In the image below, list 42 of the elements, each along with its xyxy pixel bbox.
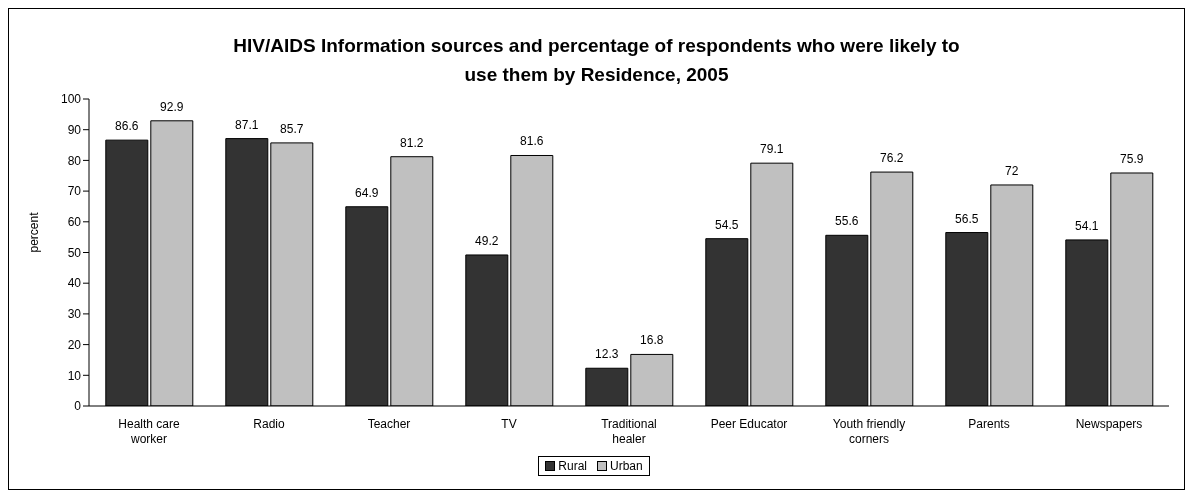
legend-label: Urban xyxy=(609,459,643,473)
y-tick-label: 80 xyxy=(67,153,82,168)
data-label: 16.8 xyxy=(640,333,664,348)
x-tick-label: Health care worker xyxy=(118,417,180,446)
legend-label: Rural xyxy=(557,459,587,473)
data-label: 12.3 xyxy=(595,347,619,362)
x-tick-label: Youth friendly corners xyxy=(832,417,906,446)
data-label: 86.6 xyxy=(115,119,139,134)
data-label: 81.2 xyxy=(400,135,424,150)
y-tick-label: 90 xyxy=(67,122,82,137)
y-tick-label: 50 xyxy=(67,245,82,260)
y-tick-label: 100 xyxy=(60,92,82,107)
x-tick-label: Radio xyxy=(253,417,285,431)
y-axis-title: percent xyxy=(27,211,42,253)
x-tick-label: Newspapers xyxy=(1075,417,1143,431)
x-tick-label: Parents xyxy=(968,417,1010,431)
data-label: 76.2 xyxy=(880,151,904,166)
data-label: 55.6 xyxy=(835,214,859,229)
y-tick-label: 60 xyxy=(67,215,82,230)
y-tick-label: 40 xyxy=(67,276,82,291)
data-label: 75.9 xyxy=(1120,151,1144,166)
data-label: 54.5 xyxy=(715,217,739,232)
data-label: 79.1 xyxy=(760,142,784,157)
y-tick-label: 20 xyxy=(67,337,82,352)
data-label: 85.7 xyxy=(280,121,304,136)
data-label: 49.2 xyxy=(475,233,499,248)
y-tick-label: 10 xyxy=(67,368,82,383)
data-label: 72 xyxy=(1005,163,1019,178)
data-label: 54.1 xyxy=(1075,218,1099,233)
y-tick-label: 0 xyxy=(74,399,82,414)
x-tick-label: Teacher xyxy=(367,417,411,431)
y-tick-label: 70 xyxy=(67,184,82,199)
data-label: 87.1 xyxy=(235,117,259,132)
x-tick-label: TV xyxy=(501,417,517,431)
data-label: 56.5 xyxy=(955,211,979,226)
data-label: 81.6 xyxy=(520,134,544,149)
x-tick-label: Peer Educator xyxy=(710,417,788,431)
data-label: 92.9 xyxy=(160,99,184,114)
chart-title: HIV/AIDS Information sources and percentage of respondents who were likely to use them by Residence, 2005 xyxy=(232,34,961,87)
data-label: 64.9 xyxy=(355,185,379,200)
x-tick-label: Traditional healer xyxy=(601,417,657,446)
y-tick-label: 30 xyxy=(67,307,82,322)
